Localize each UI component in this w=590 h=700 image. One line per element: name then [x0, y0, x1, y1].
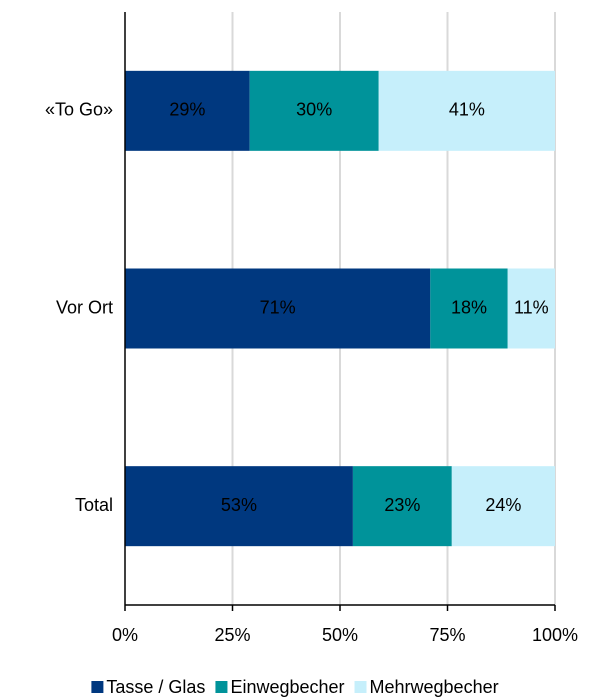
bar-segment — [125, 70, 250, 151]
bar-segment — [352, 466, 452, 547]
x-tick-label: 25% — [214, 625, 250, 645]
legend-swatch — [215, 681, 228, 693]
legend-label: Mehrwegbecher — [370, 677, 499, 697]
legend-swatch — [91, 681, 104, 693]
y-tick-label: «To Go» — [45, 100, 113, 120]
legend-label: Tasse / Glas — [106, 677, 205, 697]
data-label: 18% — [451, 297, 487, 317]
data-label: 53% — [221, 495, 257, 515]
x-tick-label: 100% — [532, 625, 578, 645]
data-label: 71% — [260, 297, 296, 317]
data-label: 24% — [485, 495, 521, 515]
data-label: 41% — [449, 100, 485, 120]
data-label: 30% — [296, 100, 332, 120]
legend-swatch — [354, 681, 367, 693]
bar-segment — [507, 268, 555, 349]
bar-segment — [125, 268, 431, 349]
data-label: 23% — [384, 495, 420, 515]
bar-segment — [249, 70, 379, 151]
bar-segment — [125, 466, 353, 547]
y-tick-label: Vor Ort — [56, 297, 113, 317]
legend-label: Einwegbecher — [230, 677, 344, 697]
y-tick-label: Total — [75, 495, 113, 515]
x-tick-label: 75% — [429, 625, 465, 645]
x-tick-label: 50% — [322, 625, 358, 645]
data-label: 29% — [169, 100, 205, 120]
x-tick-label: 0% — [112, 625, 138, 645]
data-label: 11% — [514, 297, 549, 317]
legend: Tasse / Glas Einwegbecher Mehrwegbecher — [91, 677, 499, 697]
bar-segment — [378, 70, 555, 151]
bar-segment — [430, 268, 508, 349]
bar-segment — [451, 466, 555, 547]
